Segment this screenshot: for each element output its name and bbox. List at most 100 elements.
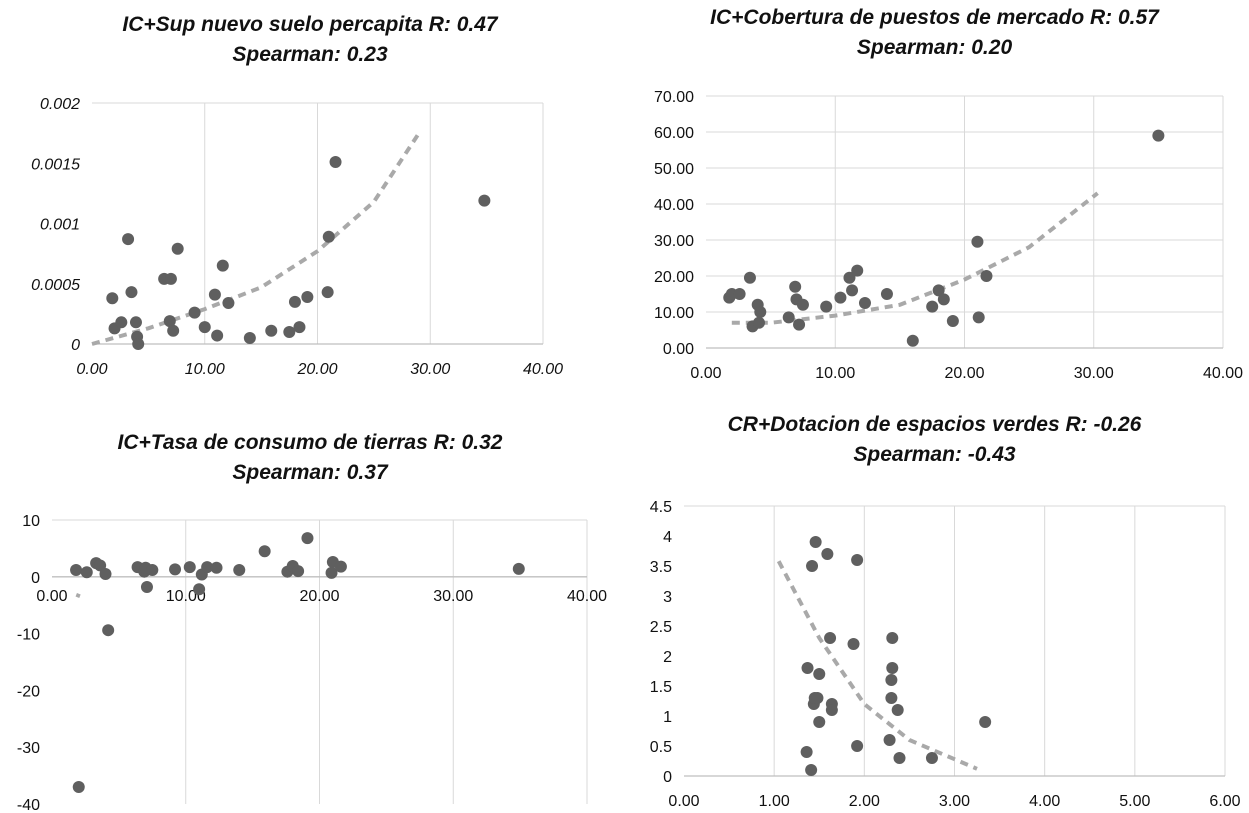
y-tick-label: 4.5 [650, 499, 672, 516]
chart-title-line2: Spearman: 0.37 [232, 461, 388, 484]
chart-panel-4: CR+Dotacion de espacios verdes R: -0.26 … [620, 392, 1249, 813]
chart-title-line2: Spearman: -0.43 [853, 443, 1016, 466]
data-point [140, 581, 153, 594]
x-tick-label: 10.00 [185, 361, 225, 378]
data-point [824, 632, 837, 644]
y-tick-label: 0.001 [40, 217, 80, 234]
data-point [883, 734, 896, 746]
data-point [971, 235, 984, 248]
data-point [198, 321, 211, 334]
y-tick-label: 0 [71, 337, 80, 354]
y-tick-label: -30 [17, 740, 40, 757]
y-tick-label: 0.0005 [31, 277, 80, 294]
x-tick-label: 0.00 [36, 588, 67, 605]
chart-panel-1: IC+Sup nuevo suelo percapita R: 0.47 Spe… [0, 0, 620, 392]
data-point [292, 565, 305, 578]
scatter-plot: 0.00 10.00 20.00 30.00 40.00 0.00 10.00 20.00 30… [654, 89, 1243, 382]
y-tick-label: 40.00 [654, 197, 694, 214]
chart-title: IC+Cobertura de puestos de mercado R: 0.… [620, 3, 1249, 63]
data-point [222, 297, 235, 310]
data-point [821, 548, 834, 560]
x-tick-label: 0.00 [690, 365, 721, 382]
trendline [75, 593, 81, 598]
data-point [806, 560, 819, 572]
x-tick-label: 10.00 [815, 365, 855, 382]
data-point [233, 563, 246, 576]
y-tick-label: 10.00 [654, 305, 694, 322]
x-tick-label: 6.00 [1209, 793, 1240, 810]
data-point [211, 329, 224, 342]
data-point [847, 638, 860, 650]
data-point [210, 561, 223, 574]
x-tick-label: 2.00 [849, 793, 880, 810]
data-point [301, 291, 314, 304]
data-point [820, 300, 833, 313]
x-tick-label: 0.00 [76, 361, 107, 378]
data-point [334, 560, 347, 573]
data-point [880, 288, 893, 300]
data-point [164, 272, 177, 285]
data-point [972, 311, 985, 324]
y-tick-label: 1 [663, 709, 672, 726]
data-point [851, 740, 864, 752]
data-point [122, 233, 135, 246]
data-point [258, 545, 271, 558]
x-tick-label: 40.00 [1203, 365, 1243, 382]
chart-title: IC+Sup nuevo suelo percapita R: 0.47 Spe… [0, 10, 620, 70]
trendline [91, 132, 421, 346]
data-point [885, 692, 898, 704]
data-point [885, 674, 898, 686]
y-tick-label: -40 [17, 797, 40, 813]
data-point [937, 293, 950, 306]
data-point [125, 286, 138, 299]
data-point [793, 318, 806, 331]
data-point [891, 704, 904, 716]
data-point [811, 692, 824, 704]
data-point [478, 194, 491, 207]
data-point [925, 752, 938, 764]
data-point [886, 662, 899, 674]
data-point [288, 295, 301, 308]
chart-title: CR+Dotacion de espacios verdes R: -0.26 … [620, 410, 1249, 470]
chart-title-line1: IC+Cobertura de puestos de mercado R: 0.… [710, 6, 1159, 29]
data-point [754, 306, 767, 318]
data-point [512, 562, 525, 575]
data-point [325, 566, 338, 579]
data-point [99, 567, 112, 580]
data-point [858, 297, 871, 309]
data-point [72, 780, 85, 793]
data-point [208, 288, 221, 301]
y-tick-label: 0 [31, 570, 40, 587]
data-point [132, 338, 145, 350]
chart-panel-3: IC+Tasa de consumo de tierras R: 0.32 Sp… [0, 392, 620, 813]
x-tick-label: 30.00 [433, 588, 473, 605]
data-point [70, 563, 83, 576]
y-tick-label: 3 [663, 589, 672, 606]
data-point [201, 561, 214, 574]
y-tick-label: 2.5 [650, 619, 672, 636]
data-point [979, 716, 992, 728]
data-point [893, 752, 906, 764]
x-tick-label: 30.00 [410, 361, 450, 378]
data-point [789, 280, 802, 293]
data-point [329, 156, 342, 169]
x-tick-label: 40.00 [567, 588, 607, 605]
x-tick-label: 40.00 [523, 361, 563, 378]
y-tick-label: 0.5 [650, 739, 672, 756]
data-point [171, 242, 184, 255]
x-tick-label: 3.00 [939, 793, 970, 810]
y-tick-label: 60.00 [654, 125, 694, 142]
x-tick-label: 5.00 [1119, 793, 1150, 810]
y-tick-label: 0.002 [40, 96, 80, 113]
y-tick-label: 2 [663, 649, 672, 666]
data-point [243, 331, 256, 344]
data-point [1152, 129, 1165, 142]
y-tick-label: 70.00 [654, 89, 694, 106]
data-point [293, 321, 306, 334]
y-tick-label: 50.00 [654, 161, 694, 178]
data-point [106, 292, 119, 305]
data-point [193, 583, 206, 596]
scatter-plot: 0.00 10.00 20.00 30.00 40.00 0 0.0005 0.001 0.00… [31, 96, 563, 378]
y-tick-label: 1.5 [650, 679, 672, 696]
